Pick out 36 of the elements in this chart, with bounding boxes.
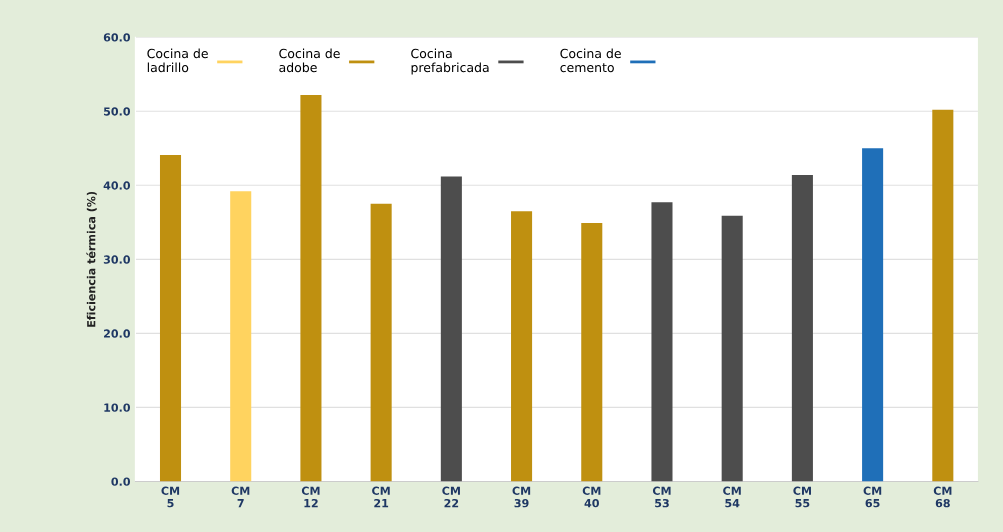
y-tick-label: 0.0 [111,477,131,486]
bar [230,191,252,482]
x-tick-label: CM 68 [933,486,952,508]
bar [581,223,603,482]
bar [300,94,322,482]
x-tick-label: CM 54 [723,486,741,508]
bar [721,215,743,482]
bar [651,202,673,482]
legend-label: Cocina de ladrillo [147,48,208,73]
bar [159,154,182,482]
legend-label: Cocina de cemento [560,48,621,73]
bar [511,211,533,482]
y-tick-label: 60.0 [103,33,131,42]
x-tick-label: CM 39 [512,486,531,508]
legend-label: Cocina prefabricada [411,48,489,75]
legend-label: Cocina de adobe [279,48,340,73]
y-tick-label: 10.0 [104,403,131,412]
x-tick-label: CM 5 [161,486,180,508]
x-tick-label: CM 12 [301,486,320,508]
bar [862,148,884,482]
x-tick-label: CM 7 [231,486,250,508]
y-tick-label: 40.0 [103,181,131,190]
x-tick-label: CM 21 [372,486,390,508]
y-axis-title: Eficiencia térmica (%) [86,191,97,327]
y-tick-label: 20.0 [104,329,131,338]
y-tick-label: 50.0 [103,107,131,116]
bar [440,176,462,482]
x-tick-label: CM 65 [863,486,882,508]
bar [932,109,954,482]
y-tick-label: 30.0 [103,255,131,264]
bar [370,203,392,482]
x-tick-label: CM 53 [652,486,671,508]
x-tick-label: CM 40 [582,486,601,508]
bar [791,174,813,482]
x-tick-label: CM 55 [793,486,811,508]
x-tick-label: CM 22 [442,486,460,508]
